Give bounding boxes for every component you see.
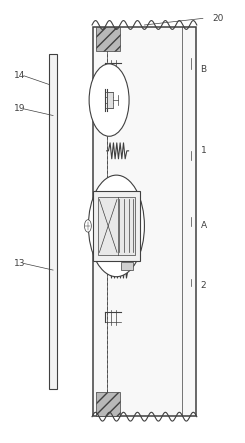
Text: B: B <box>200 65 207 74</box>
Bar <box>121 262 133 270</box>
Text: A: A <box>200 222 207 230</box>
Text: 14: 14 <box>14 71 25 80</box>
Text: 13: 13 <box>14 259 25 268</box>
Circle shape <box>89 64 129 136</box>
Text: 20: 20 <box>213 14 224 23</box>
Text: 19: 19 <box>14 105 25 113</box>
Bar <box>107 92 113 108</box>
Text: 2: 2 <box>200 281 206 290</box>
Bar <box>93 190 140 261</box>
Bar <box>98 197 135 255</box>
Bar <box>49 54 57 389</box>
Bar <box>96 392 120 416</box>
Text: 1: 1 <box>200 146 206 155</box>
Bar <box>96 27 120 51</box>
Bar <box>93 27 196 416</box>
Circle shape <box>88 175 144 277</box>
Circle shape <box>85 220 91 232</box>
